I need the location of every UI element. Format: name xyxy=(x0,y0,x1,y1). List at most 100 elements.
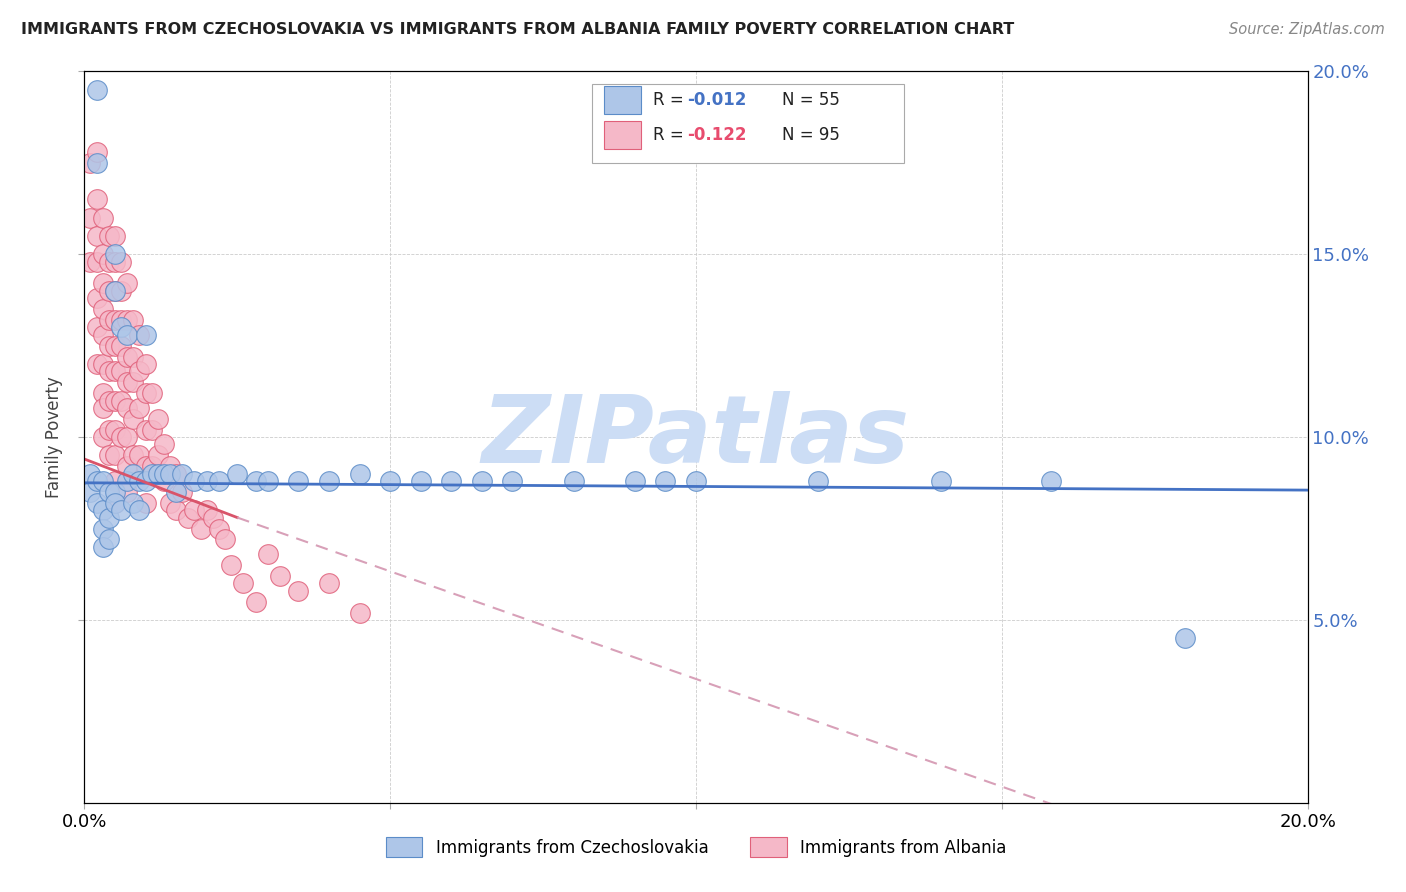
Point xyxy=(97,284,120,298)
Point xyxy=(287,583,309,598)
FancyBboxPatch shape xyxy=(605,86,641,114)
Point xyxy=(122,350,145,364)
Point xyxy=(97,533,120,547)
Point xyxy=(349,606,371,620)
Point xyxy=(219,558,242,573)
Point xyxy=(110,338,132,352)
Point xyxy=(104,284,127,298)
Point xyxy=(104,496,127,510)
FancyBboxPatch shape xyxy=(592,84,904,163)
Point xyxy=(91,386,114,401)
Point xyxy=(195,503,218,517)
Point xyxy=(91,247,114,261)
Point xyxy=(91,401,114,415)
Point xyxy=(257,547,280,561)
Text: R =: R = xyxy=(654,91,689,109)
Point xyxy=(86,156,108,170)
Point xyxy=(91,301,114,317)
Point xyxy=(104,423,127,437)
Point xyxy=(349,467,371,481)
Point xyxy=(146,448,169,462)
Point xyxy=(122,467,145,481)
Point xyxy=(208,521,231,535)
Point xyxy=(141,423,163,437)
Point xyxy=(195,474,218,488)
Point xyxy=(141,467,163,481)
Point xyxy=(97,448,120,462)
Point xyxy=(91,503,114,517)
Point xyxy=(208,474,231,488)
Point xyxy=(165,485,187,500)
Point xyxy=(128,474,150,488)
Point xyxy=(110,284,132,298)
Point xyxy=(122,496,145,510)
Point xyxy=(1039,474,1062,488)
Point xyxy=(91,277,114,291)
Point xyxy=(104,364,127,378)
Point xyxy=(104,448,127,462)
Point xyxy=(165,503,187,517)
Point xyxy=(115,401,138,415)
Point xyxy=(79,467,101,481)
Point xyxy=(122,375,145,389)
Point xyxy=(153,474,176,488)
Point xyxy=(86,82,108,96)
Point xyxy=(165,467,187,481)
Point xyxy=(122,448,145,462)
Point xyxy=(86,474,108,488)
Point xyxy=(146,412,169,426)
Point xyxy=(91,540,114,554)
Point xyxy=(135,459,157,474)
Point xyxy=(245,474,267,488)
Point xyxy=(115,350,138,364)
Point xyxy=(409,474,432,488)
Point xyxy=(624,474,647,488)
Point xyxy=(685,474,707,488)
Point xyxy=(135,474,157,488)
Point xyxy=(269,569,291,583)
Point xyxy=(141,459,163,474)
Point xyxy=(115,327,138,342)
Point xyxy=(97,393,120,408)
Point xyxy=(86,254,108,268)
Point xyxy=(97,485,120,500)
Point xyxy=(104,496,127,510)
Point xyxy=(172,485,194,500)
Point xyxy=(91,357,114,371)
Point xyxy=(86,145,108,159)
Point xyxy=(97,364,120,378)
Point xyxy=(110,503,132,517)
Point xyxy=(201,510,224,524)
Point xyxy=(153,437,176,451)
Point xyxy=(562,474,585,488)
Point xyxy=(471,474,494,488)
Point xyxy=(110,393,132,408)
Legend: Immigrants from Czechoslovakia, Immigrants from Albania: Immigrants from Czechoslovakia, Immigran… xyxy=(385,838,1007,856)
Point xyxy=(104,284,127,298)
Point xyxy=(97,254,120,268)
Point xyxy=(135,327,157,342)
Point xyxy=(115,485,138,500)
Point xyxy=(110,364,132,378)
Point xyxy=(104,393,127,408)
Point xyxy=(115,375,138,389)
Point xyxy=(135,423,157,437)
Point xyxy=(654,474,676,488)
Point xyxy=(1174,632,1197,646)
Point xyxy=(91,430,114,444)
Point xyxy=(104,313,127,327)
Point xyxy=(110,254,132,268)
Point xyxy=(91,211,114,225)
Point xyxy=(807,474,830,488)
Point xyxy=(141,386,163,401)
Point xyxy=(159,467,181,481)
Point xyxy=(91,474,114,488)
Point xyxy=(502,474,524,488)
Text: N = 95: N = 95 xyxy=(782,126,839,144)
Point xyxy=(159,496,181,510)
Point xyxy=(115,313,138,327)
FancyBboxPatch shape xyxy=(605,120,641,149)
Point xyxy=(86,320,108,334)
Point xyxy=(97,313,120,327)
Point xyxy=(226,467,249,481)
